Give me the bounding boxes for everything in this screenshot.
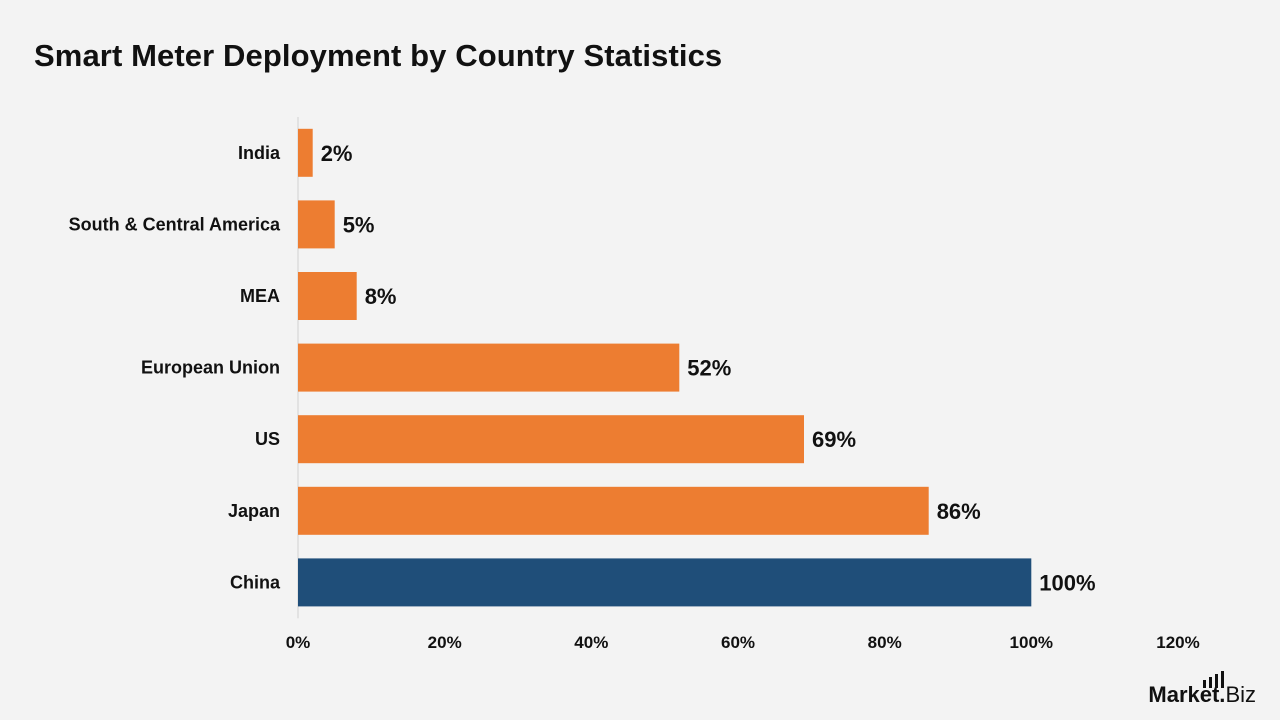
bars-group: [298, 128, 1032, 607]
category-label: South & Central America: [69, 214, 281, 234]
category-labels: India South & Central America MEA European …: [69, 143, 281, 593]
category-label: European Union: [141, 358, 280, 378]
data-label: 5%: [343, 212, 375, 237]
category-label: US: [255, 429, 280, 449]
data-label: 100%: [1039, 570, 1095, 595]
x-tick-label: 20%: [428, 633, 462, 652]
bar-signal-icon: [1203, 671, 1225, 688]
data-label: 2%: [321, 141, 353, 166]
category-label: China: [230, 572, 281, 592]
x-tick-labels: 0% 20% 40% 60% 80% 100% 120%: [286, 633, 1200, 652]
x-tick-label: 0%: [286, 633, 311, 652]
category-label: MEA: [240, 286, 280, 306]
bar: [298, 486, 929, 535]
x-tick-label: 60%: [721, 633, 755, 652]
bar: [298, 272, 357, 320]
x-tick-label: 40%: [574, 633, 608, 652]
bar: [298, 200, 335, 249]
data-labels: 2% 5% 8% 52% 69% 86% 100%: [321, 141, 1096, 596]
x-tick-label: 100%: [1010, 633, 1053, 652]
brand-logo: Mark et. Biz: [1148, 668, 1256, 708]
data-label: 69%: [812, 427, 856, 452]
x-tick-label: 120%: [1156, 633, 1199, 652]
x-tick-label: 80%: [868, 633, 902, 652]
brand-text-part1: Mark: [1148, 682, 1200, 707]
brand-text-part3: Biz: [1225, 682, 1256, 707]
bar: [298, 128, 313, 177]
bar: [298, 343, 680, 392]
data-label: 52%: [687, 356, 731, 381]
category-label: Japan: [228, 501, 280, 521]
chart-title: Smart Meter Deployment by Country Statis…: [34, 38, 723, 73]
data-label: 8%: [365, 284, 397, 309]
category-label: India: [238, 143, 281, 163]
bar: [298, 415, 804, 464]
data-label: 86%: [937, 499, 981, 524]
bar: [298, 558, 1032, 607]
